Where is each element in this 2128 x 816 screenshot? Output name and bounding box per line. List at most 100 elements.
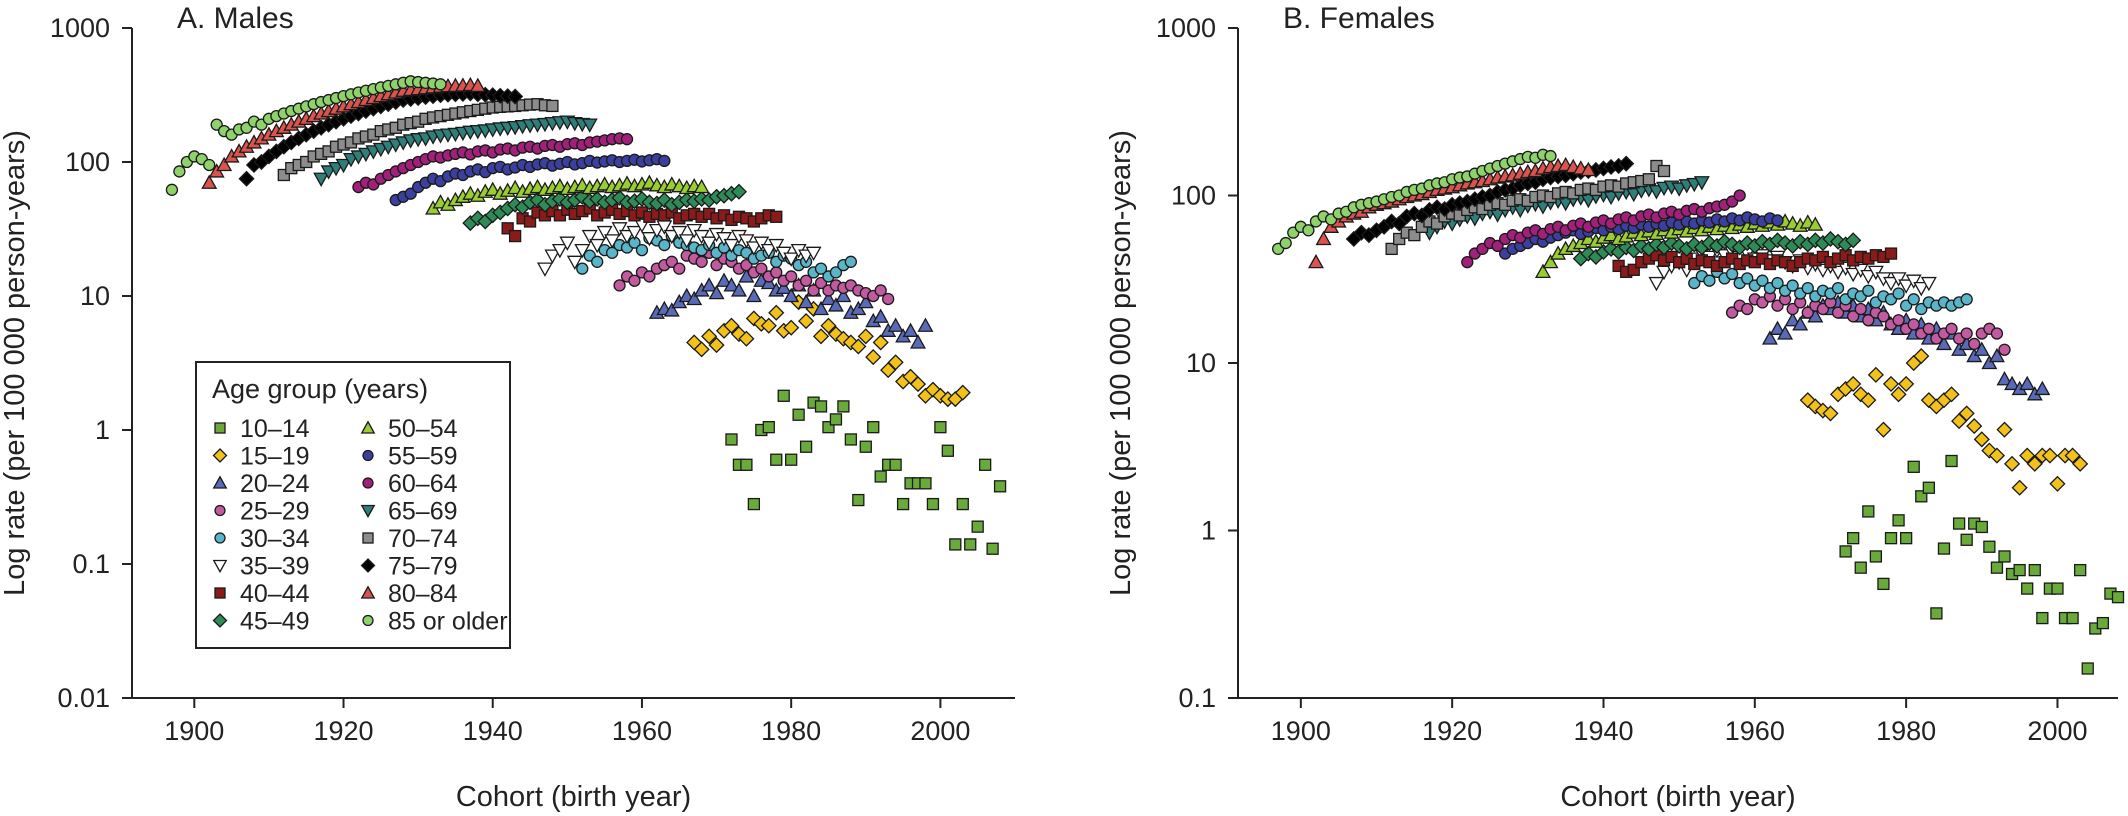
data-point: [693, 341, 710, 358]
data-point: [546, 99, 559, 113]
data-point: [574, 243, 591, 259]
data-point: [1756, 274, 1769, 287]
x-tick-label: 1940: [1573, 716, 1633, 746]
data-point: [641, 232, 658, 247]
y-tick-label: 10: [1186, 348, 1216, 378]
data-point: [1898, 279, 1915, 294]
legend-entry-label: 30–34: [240, 525, 310, 553]
data-point: [1847, 532, 1860, 545]
data-point: [469, 210, 486, 227]
data-point: [1860, 392, 1877, 409]
x-tick-label: 1940: [463, 716, 523, 746]
data-point: [2049, 475, 2066, 492]
data-point: [1922, 481, 1935, 494]
data-point: [507, 179, 524, 195]
data-point: [591, 255, 604, 268]
y-tick-label: 1000: [50, 13, 110, 43]
data-point: [775, 279, 792, 295]
data-point: [926, 497, 940, 511]
y-tick-label: 100: [1171, 181, 1216, 211]
data-point: [551, 243, 568, 259]
panel-males: 0.01 0.1 1 10 100 1000 1900 1920 1940 1960 1980 200…: [0, 2, 1015, 813]
legend-entry-label: 65–69: [388, 498, 458, 526]
data-point: [663, 229, 680, 245]
x-tick-label: 1980: [1876, 716, 1936, 746]
data-point: [934, 421, 947, 434]
data-point: [1981, 442, 1998, 459]
series-80-84: [201, 76, 486, 189]
data-point: [1625, 187, 1642, 203]
data-point: [1703, 274, 1716, 287]
legend-marker: [360, 558, 376, 573]
x-tick-label: 1920: [313, 716, 373, 746]
data-point: [971, 520, 984, 533]
data-point: [919, 477, 932, 490]
data-point: [798, 313, 815, 330]
data-point: [544, 249, 561, 264]
data-point: [1892, 314, 1905, 327]
data-point: [1542, 253, 1559, 269]
data-point: [335, 158, 352, 174]
data-point: [708, 337, 725, 354]
series-50-54: [1534, 213, 1824, 279]
legend-entry-label: 80–84: [388, 580, 458, 608]
legend-marker: [360, 504, 376, 519]
data-point: [857, 293, 874, 309]
data-point: [671, 225, 688, 241]
data-point: [1816, 302, 1830, 316]
data-point: [755, 262, 768, 275]
data-point: [785, 270, 798, 283]
data-point: [1307, 253, 1324, 269]
data-point: [536, 262, 553, 277]
data-point: [986, 542, 999, 555]
data-point: [785, 453, 798, 466]
data-point: [820, 290, 837, 306]
data-point: [1913, 347, 1930, 365]
data-point: [814, 400, 828, 413]
data-point: [1975, 520, 1988, 534]
data-point: [173, 165, 186, 178]
data-point: [725, 433, 738, 446]
data-point: [313, 172, 330, 187]
series-15-19: [686, 294, 971, 408]
data-point: [1786, 279, 1799, 292]
data-point: [238, 170, 255, 187]
data-point: [2028, 563, 2041, 577]
data-point: [1831, 306, 1845, 319]
data-point: [643, 270, 656, 283]
data-point: [1648, 276, 1665, 292]
data-point: [882, 292, 895, 306]
data-point: [1960, 533, 1973, 546]
y-tick-label: 100: [65, 147, 110, 177]
data-point: [1847, 310, 1860, 323]
series-10-14: [725, 389, 1007, 555]
data-point: [822, 421, 835, 434]
data-point: [1786, 302, 1799, 316]
data-point: [783, 319, 800, 336]
data-point: [1845, 267, 1862, 283]
legend-marker: [214, 532, 226, 544]
x-tick-label: 1920: [1422, 716, 1482, 746]
data-point: [2004, 375, 2021, 391]
data-point: [799, 440, 813, 453]
data-point: [1937, 542, 1951, 555]
data-point: [1854, 302, 1867, 316]
data-point: [611, 222, 628, 237]
data-point: [2051, 582, 2064, 595]
y-axis-label: Log rate (per 100 000 person-years): [1105, 130, 1137, 596]
data-point: [1943, 386, 1960, 403]
data-point: [1777, 325, 1794, 340]
series-45-49: [462, 183, 748, 232]
legend-marker: [362, 449, 374, 462]
data-point: [581, 229, 598, 245]
data-point: [716, 232, 733, 247]
series-30-34: [1688, 265, 1973, 316]
data-point: [874, 470, 887, 483]
y-tick-label: 1000: [1156, 13, 1216, 43]
series-70-74: [277, 98, 559, 182]
data-point: [589, 238, 606, 254]
data-point: [1741, 302, 1754, 316]
data-point: [1973, 431, 1990, 448]
data-point: [829, 413, 843, 426]
